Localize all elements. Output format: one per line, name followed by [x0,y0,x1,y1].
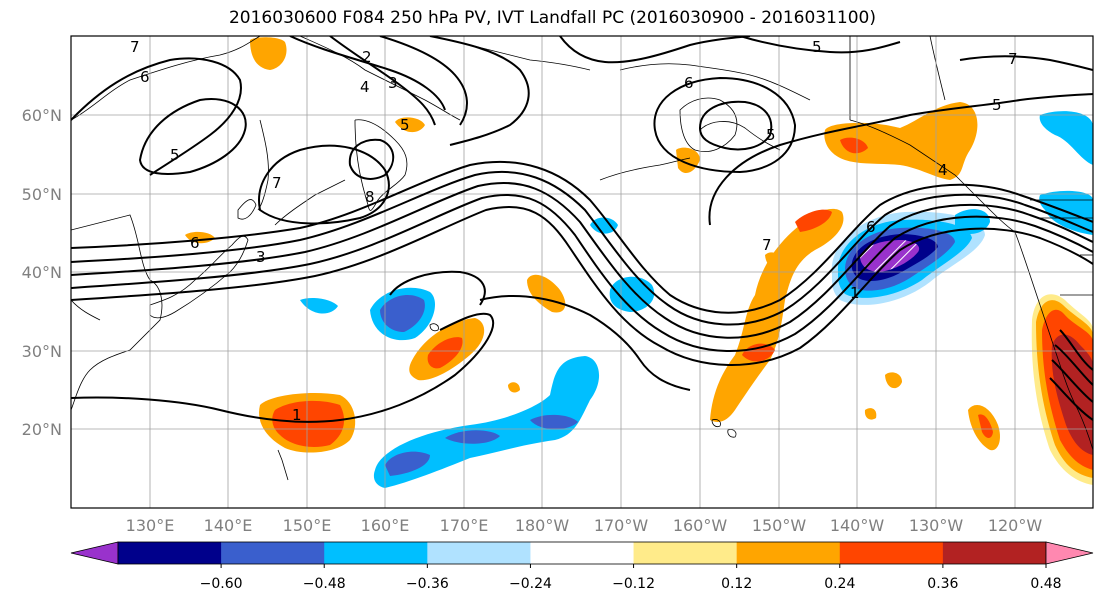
lon-label: 120°W [988,516,1043,535]
neg-ne-2 [1039,190,1093,235]
colorbar-box [118,542,222,564]
colorbar-box [530,542,635,564]
lat-label: 30°N [22,342,62,361]
contour-label: 6 [190,234,200,252]
lat-label: 40°N [22,263,62,282]
neg-blob-1-core [380,295,425,332]
pos-5-core [427,337,463,369]
contour-label: 6 [140,68,150,86]
lon-labels: 130°E 140°E 150°E 160°E 170°E 180°W 170°… [126,516,1043,535]
pos-12-core [978,414,993,438]
pos-11 [864,408,877,420]
contour-label: 7 [272,174,282,192]
colorbar-tick-label: −0.48 [303,576,346,592]
pos-band-core2 [742,343,775,362]
colorbar-tick-label: −0.12 [612,576,655,592]
lon-label: 170°E [440,516,489,535]
neg-ne-1 [1039,111,1093,165]
contour-label: 6 [866,218,876,236]
lon-label: 140°E [204,516,253,535]
pos-ak-core [840,137,868,154]
colorbar-tick-label: 0.12 [721,576,752,592]
contour-label: 3 [388,74,398,92]
contour-label: 7 [762,236,772,254]
lat-label: 20°N [22,420,62,439]
lat-labels: 60°N 50°N 40°N 30°N 20°N [22,106,62,439]
pos-band [710,208,844,422]
contour-label: 7 [130,38,140,56]
shaded-field [185,37,1093,488]
colorbar-boxes [117,541,1047,565]
neg-band-core2 [445,430,500,444]
gridlines [71,36,1093,508]
contour-label: 5 [766,126,776,144]
colorbar-box [324,542,428,564]
pos-ak [824,102,978,180]
lat-label: 50°N [22,185,62,204]
colorbar-box [736,542,841,564]
colorbar: −0.60 −0.48 −0.36 −0.24 −0.12 0.12 0.24 0.36 0.4… [70,541,1094,592]
contour-label: 3 [256,248,266,266]
contour-labels: 7 6 5 2 4 3 5 7 6 8 3 6 1 7 5 5 5 7 6 4 … [130,38,1018,424]
colorbar-tick-label: 0.24 [824,576,855,592]
pos-6 [527,274,566,313]
lon-label: 180°W [515,516,570,535]
contour-label: 5 [170,146,180,164]
contour-label: 4 [360,78,370,96]
colorbar-tick-label: 0.36 [927,576,958,592]
colorbar-tick-label: −0.60 [200,576,243,592]
pos-10 [885,372,902,389]
colorbar-tick-label: 0.48 [1030,576,1061,592]
colorbar-box [427,542,531,564]
contour-label: 7 [1008,50,1018,68]
map-border [70,35,1094,509]
colorbar-extend-low [70,541,119,565]
lat-label: 60°N [22,106,62,125]
contour-label: 8 [365,188,375,206]
map-title: 2016030600 F084 250 hPa PV, IVT Landfall… [228,8,876,28]
contour-label: 5 [400,116,410,134]
pv-contours [71,36,1093,423]
colorbar-ticks: −0.60 −0.48 −0.36 −0.24 −0.12 0.12 0.24 0.36 0.4… [200,564,1062,592]
contour-label: 6 [684,74,694,92]
pos-band-core1 [795,209,832,232]
pos-1 [250,37,287,70]
pos-7 [508,382,520,393]
lon-label: 160°W [673,516,728,535]
colorbar-extend-high [1045,541,1094,565]
lon-label: 130°E [126,516,175,535]
colorbar-box [633,542,738,564]
contour-label: 4 [938,161,948,179]
colorbar-box [221,542,325,564]
pos-4-core [272,400,345,447]
contour-label: 1 [292,406,302,424]
neg-blob-2 [300,298,338,314]
contour-label: 1 [850,284,860,302]
colorbar-box [839,542,944,564]
neg-blob-4 [590,217,618,234]
lon-label: 170°W [594,516,649,535]
lon-label: 140°W [830,516,885,535]
contour-label: 5 [812,38,822,56]
contour-label: 5 [992,96,1002,114]
neg-band-core1 [385,451,430,476]
lon-label: 150°E [283,516,332,535]
neg-band [373,356,600,488]
colorbar-tick-label: −0.36 [406,576,449,592]
colorbar-tick-label: −0.24 [509,576,552,592]
lon-label: 160°E [361,516,410,535]
lon-label: 150°W [752,516,807,535]
lon-label: 130°W [909,516,964,535]
colorbar-box [942,542,1047,564]
pos-9 [765,252,780,267]
contour-label: 2 [362,48,372,66]
pos-2 [395,117,425,133]
coastlines [71,36,1093,481]
pos-ca-4 [1051,334,1093,455]
